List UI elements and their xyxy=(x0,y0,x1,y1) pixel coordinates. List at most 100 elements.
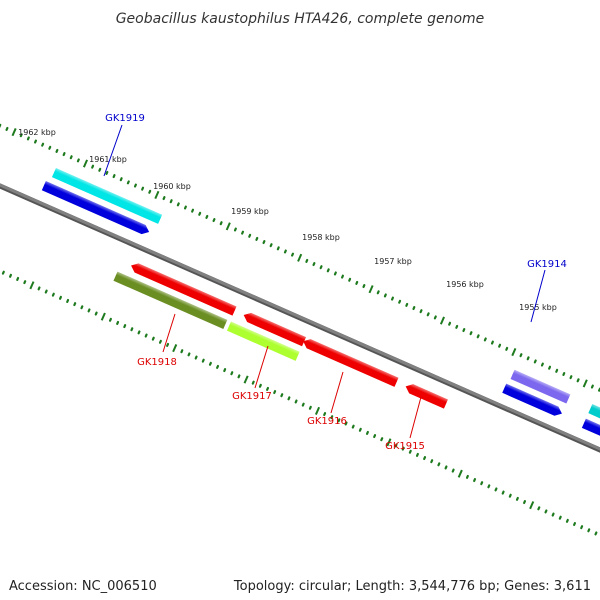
feature-shape xyxy=(502,383,562,416)
scale-label: 1957 kbp xyxy=(374,257,412,266)
cds-gk1918 xyxy=(113,271,228,330)
minor-tick xyxy=(198,211,202,216)
minor-tick xyxy=(58,295,62,300)
minor-tick xyxy=(148,189,152,194)
minor-tick xyxy=(376,290,380,295)
minor-tick xyxy=(519,353,523,358)
minor-tick xyxy=(166,342,170,347)
minor-tick xyxy=(116,320,120,325)
minor-tick xyxy=(494,487,498,492)
minor-tick xyxy=(112,174,116,179)
gene-gk1916 xyxy=(303,339,399,387)
minor-tick xyxy=(480,481,484,486)
scale-labels: 1962 kbp 1961 kbp 1960 kbp 1959 kbp 1958 kbp… xyxy=(18,128,557,312)
minor-tick xyxy=(66,298,70,303)
minor-tick xyxy=(544,509,548,514)
minor-tick xyxy=(273,390,277,395)
minor-tick xyxy=(162,196,166,201)
minor-tick xyxy=(158,339,162,344)
minor-tick xyxy=(473,478,477,483)
minor-tick xyxy=(133,183,137,188)
minor-tick xyxy=(526,356,530,361)
genome-summary: Topology: circular; Length: 3,544,776 bp… xyxy=(233,579,591,594)
minor-tick xyxy=(398,299,402,304)
feature-shape xyxy=(581,418,600,446)
cds-gk1919 xyxy=(51,168,163,224)
minor-tick xyxy=(301,402,305,407)
cds-gk1917 xyxy=(226,321,300,361)
minor-tick xyxy=(555,368,559,373)
gene-features xyxy=(41,168,600,446)
minor-tick xyxy=(41,142,45,147)
minor-tick xyxy=(44,289,48,294)
leader-line xyxy=(530,269,546,323)
minor-tick xyxy=(280,393,284,398)
minor-tick xyxy=(62,152,66,157)
minor-tick xyxy=(308,405,312,410)
minor-tick xyxy=(80,305,84,310)
scale-label: 1959 kbp xyxy=(231,207,269,216)
feature-shape xyxy=(131,263,237,316)
minor-tick xyxy=(137,330,141,335)
minor-tick xyxy=(216,364,220,369)
minor-tick xyxy=(573,521,577,527)
scale-label: 1960 kbp xyxy=(153,182,191,191)
leader-line xyxy=(330,371,344,414)
minor-tick xyxy=(462,328,466,333)
minor-tick xyxy=(48,145,52,150)
minor-tick xyxy=(26,136,30,141)
major-tick xyxy=(457,469,463,478)
minor-tick xyxy=(319,265,323,270)
minor-tick xyxy=(212,218,216,223)
minor-tick xyxy=(355,280,359,285)
minor-tick xyxy=(105,170,109,175)
gene-label-gk1915: GK1915 xyxy=(385,441,425,452)
minor-tick xyxy=(537,506,541,511)
minor-tick xyxy=(19,133,23,138)
minor-tick xyxy=(562,371,566,377)
minor-tick xyxy=(455,324,459,329)
minor-tick xyxy=(1,270,5,275)
minor-tick xyxy=(465,474,469,479)
minor-tick xyxy=(351,424,355,429)
minor-tick xyxy=(251,380,255,385)
minor-tick xyxy=(5,126,9,131)
minor-tick xyxy=(108,317,112,322)
leader-line xyxy=(162,313,176,353)
gene-label-gk1919: GK1919 xyxy=(105,113,145,124)
minor-tick xyxy=(373,434,377,439)
minor-tick xyxy=(540,362,544,367)
minor-tick xyxy=(34,139,38,144)
minor-tick xyxy=(123,324,127,329)
gene-labels: GK1919 GK1918 GK1917 GK1916 GK1915 GK1914 xyxy=(103,113,567,452)
scale-label: 1955 kbp xyxy=(519,303,557,312)
minor-tick xyxy=(483,337,487,342)
major-tick xyxy=(29,281,35,290)
major-tick xyxy=(529,501,535,510)
feature-shape xyxy=(243,312,307,347)
tick-row-inner xyxy=(1,270,598,536)
minor-tick xyxy=(191,208,195,213)
minor-tick xyxy=(390,296,394,301)
minor-tick xyxy=(180,349,184,354)
minor-tick xyxy=(283,249,287,254)
minor-tick xyxy=(590,384,594,389)
feature-shape xyxy=(303,339,399,387)
minor-tick xyxy=(448,321,452,326)
gene-label-gk1916: GK1916 xyxy=(307,416,347,427)
minor-tick xyxy=(326,268,330,273)
gene-gk1919 xyxy=(41,181,150,235)
cds-gk1914 xyxy=(510,369,571,404)
minor-tick xyxy=(69,155,73,160)
minor-tick xyxy=(266,386,270,391)
minor-tick xyxy=(430,459,434,464)
minor-tick xyxy=(73,302,77,307)
minor-tick xyxy=(51,292,55,297)
minor-tick xyxy=(130,327,134,332)
major-tick xyxy=(386,438,392,447)
minor-tick xyxy=(55,148,59,153)
major-tick xyxy=(225,222,231,231)
minor-tick xyxy=(476,334,480,339)
gene-next xyxy=(581,418,600,446)
